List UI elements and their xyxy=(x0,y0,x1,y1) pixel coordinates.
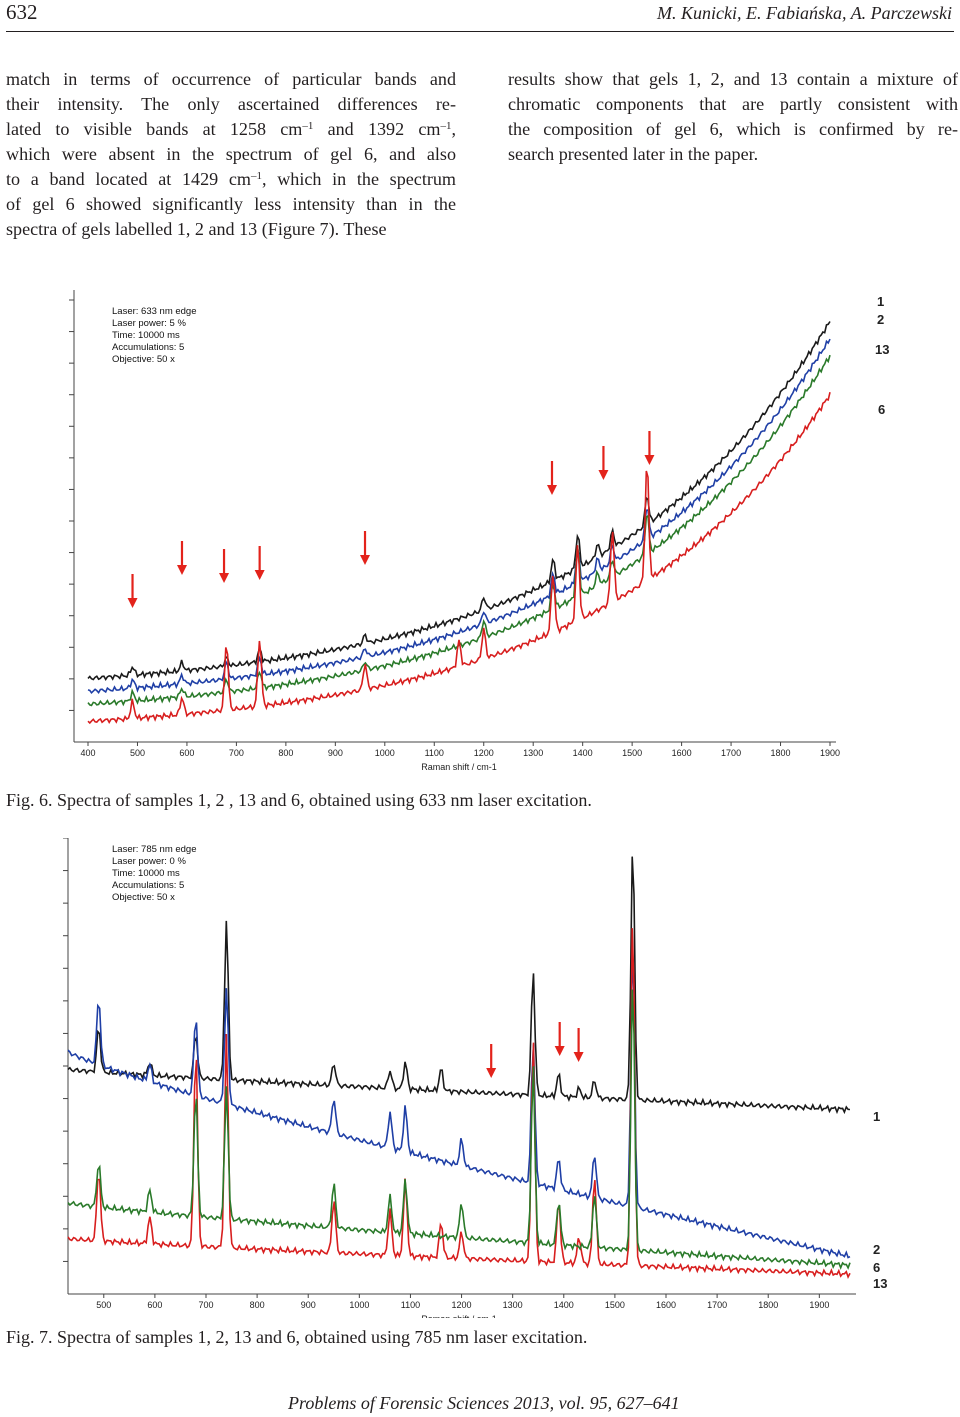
body-text-right: results show that gels 1, 2, and 13 cont… xyxy=(508,67,958,167)
spectrum-line-2 xyxy=(67,953,851,1259)
acquisition-info: Accumulations: 5 xyxy=(112,880,184,891)
x-tick-label: 1800 xyxy=(758,1300,778,1310)
x-tick-label: 1400 xyxy=(573,748,593,758)
x-tick-label: 900 xyxy=(328,748,343,758)
x-axis-label: Raman shift / cm-1 xyxy=(421,1314,497,1318)
x-tick-label: 400 xyxy=(80,748,95,758)
text-line: to a band located at 1429 cm–1, which in… xyxy=(6,169,456,189)
band-arrow-head xyxy=(219,573,230,583)
acquisition-info: Laser: 785 nm edge xyxy=(112,844,197,855)
figure-7-caption: Fig. 7. Spectra of samples 1, 2, 13 and … xyxy=(6,1327,588,1347)
figure-6-caption: Fig. 6. Spectra of samples 1, 2 , 13 and… xyxy=(6,790,592,810)
band-arrow-head xyxy=(598,470,609,480)
acquisition-info: Objective: 50 x xyxy=(112,354,175,365)
figure-7: 500 600 700 800 900 1000 1100 1200 1300 1400 1500 1… xyxy=(60,828,895,1324)
x-tick-label: 1300 xyxy=(523,748,543,758)
acquisition-info: Laser power: 0 % xyxy=(112,856,186,867)
series-label: 6 xyxy=(873,1260,880,1275)
text-line: chromatic components that are partly con… xyxy=(508,94,958,114)
band-arrow-head xyxy=(254,570,265,580)
band-arrow-head xyxy=(546,485,557,495)
acquisition-info: Time: 10000 ms xyxy=(112,330,180,341)
spectrum-line-2 xyxy=(87,338,831,695)
header-rule xyxy=(6,31,954,32)
running-authors: M. Kunicki, E. Fabiańska, A. Parczewski xyxy=(657,3,952,23)
x-axis-label: Raman shift / cm-1 xyxy=(421,762,497,772)
spectrum-line-1 xyxy=(67,856,851,1115)
series-label: 6 xyxy=(878,402,885,417)
x-tick-label: 600 xyxy=(179,748,194,758)
spectrum-line-6 xyxy=(87,392,831,725)
x-tick-label: 1000 xyxy=(349,1300,369,1310)
band-arrow-head xyxy=(573,1052,584,1062)
x-tick-label: 1100 xyxy=(425,748,444,758)
x-tick-label: 800 xyxy=(278,748,293,758)
acquisition-info: Time: 10000 ms xyxy=(112,868,180,879)
page-number: 632 xyxy=(6,0,38,24)
series-label: 13 xyxy=(873,1276,887,1291)
acquisition-info: Accumulations: 5 xyxy=(112,342,184,353)
band-arrow-head xyxy=(176,565,187,575)
acquisition-info: Objective: 50 x xyxy=(112,892,175,903)
band-arrow-head xyxy=(360,555,371,565)
spectrum-line-13 xyxy=(67,989,851,1270)
x-tick-label: 900 xyxy=(301,1300,316,1310)
text-line: match in terms of occurrence of particul… xyxy=(6,69,456,89)
x-tick-label: 1600 xyxy=(672,748,692,758)
x-tick-label: 1500 xyxy=(605,1300,625,1310)
journal-footer: Problems of Forensic Sciences 2013, vol.… xyxy=(288,1393,680,1413)
figure-7-chart: 500 600 700 800 900 1000 1100 1200 1300 1400 1500 1… xyxy=(63,828,887,1324)
band-arrow-head xyxy=(554,1046,565,1056)
band-arrow-head xyxy=(644,455,655,465)
x-tick-label: 1800 xyxy=(771,748,791,758)
series-label: 1 xyxy=(877,294,884,309)
band-arrow-head xyxy=(486,1068,497,1078)
series-label: 1 xyxy=(873,1109,880,1124)
acquisition-info: Laser power: 5 % xyxy=(112,318,186,329)
band-arrow-head xyxy=(127,598,138,608)
series-label: 2 xyxy=(877,312,884,327)
text-line: spectra of gels labelled 1, 2 and 13 (Fi… xyxy=(6,219,387,239)
text-line: their intensity. The only ascertained di… xyxy=(6,94,456,114)
acquisition-info: Laser: 633 nm edge xyxy=(112,306,197,317)
spectrum-line-13 xyxy=(87,354,831,707)
x-tick-label: 500 xyxy=(130,748,145,758)
x-tick-label: 1200 xyxy=(474,748,494,758)
x-tick-label: 1700 xyxy=(721,748,741,758)
text-line: results show that gels 1, 2, and 13 cont… xyxy=(508,69,958,89)
text-line: of gel 6 showed significantly less inten… xyxy=(6,194,456,214)
body-text-left: match in terms of occurrence of particul… xyxy=(6,67,456,242)
spectrum-line-1 xyxy=(87,321,831,681)
x-tick-label: 700 xyxy=(198,1300,213,1310)
text-line: search presented later in the paper. xyxy=(508,144,759,164)
figure-6-chart: 400 500 600 700 800 900 1000 1100 1200 1300 1400 15… xyxy=(69,290,889,772)
x-tick-label: 600 xyxy=(147,1300,162,1310)
x-tick-label: 1400 xyxy=(554,1300,574,1310)
figure-6: 400 500 600 700 800 900 1000 1100 1200 1300 1400 15… xyxy=(60,290,895,780)
series-label: 2 xyxy=(873,1242,880,1257)
x-tick-label: 1100 xyxy=(401,1300,420,1310)
text-line: lated to visible bands at 1258 cm–1 and … xyxy=(6,119,456,139)
x-tick-label: 1500 xyxy=(622,748,642,758)
x-tick-label: 1300 xyxy=(503,1300,523,1310)
x-tick-label: 700 xyxy=(229,748,244,758)
text-line: the composition of gel 6, which is confi… xyxy=(508,119,958,139)
series-label: 13 xyxy=(875,342,889,357)
x-tick-label: 800 xyxy=(250,1300,265,1310)
x-tick-label: 1700 xyxy=(707,1300,727,1310)
x-tick-label: 1200 xyxy=(452,1300,472,1310)
x-tick-label: 1000 xyxy=(375,748,395,758)
x-tick-label: 1900 xyxy=(820,748,840,758)
x-tick-label: 1600 xyxy=(656,1300,676,1310)
text-line: which were absent in the spectrum of gel… xyxy=(6,144,456,164)
x-tick-label: 500 xyxy=(96,1300,111,1310)
x-tick-label: 1900 xyxy=(809,1300,829,1310)
